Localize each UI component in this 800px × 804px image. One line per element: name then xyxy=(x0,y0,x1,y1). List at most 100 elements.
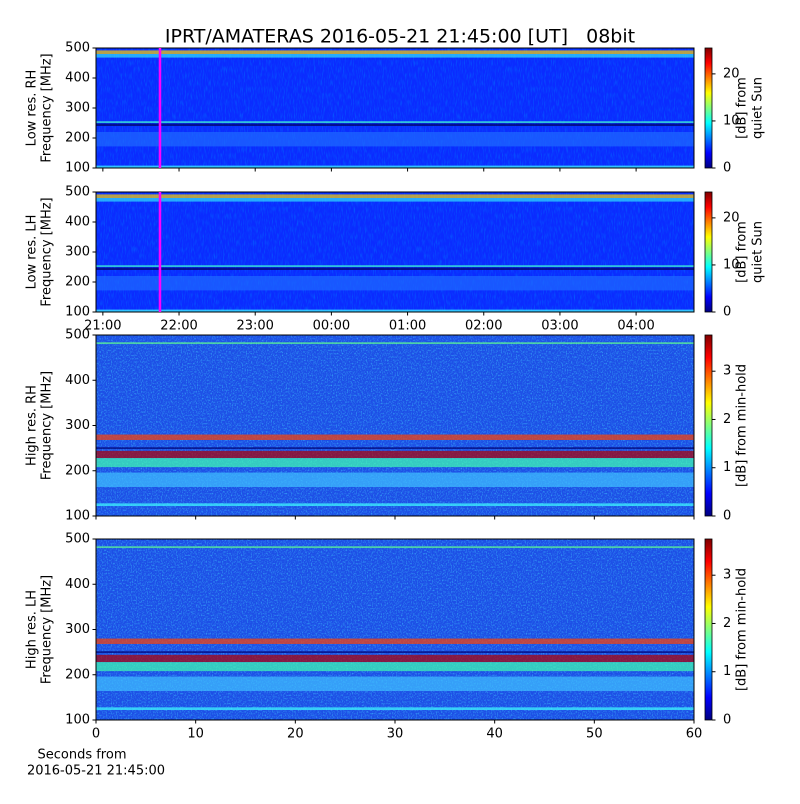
spectrogram-band xyxy=(96,265,694,267)
spectrogram-band xyxy=(96,50,694,54)
y-axis-label: Frequency [MHz] xyxy=(40,575,55,684)
x-axis-label: 2016-05-21 21:45:00 xyxy=(27,764,165,779)
spectrogram-band xyxy=(96,472,694,488)
spectrogram-band xyxy=(96,121,694,123)
colorbar-label: [dB] from xyxy=(735,221,750,283)
spectrogram-band xyxy=(96,54,694,58)
spectrogram-band xyxy=(96,267,694,270)
colorbar-label: [dB] from min-hold xyxy=(735,364,750,487)
colorbar-tick-label: 20 xyxy=(723,210,740,225)
x-tick-label: 30 xyxy=(387,727,404,742)
y-tick-label: 200 xyxy=(65,131,90,146)
y-tick-label: 300 xyxy=(65,101,90,116)
spectrogram-band xyxy=(96,198,694,202)
x-tick-label: 60 xyxy=(686,727,703,742)
colorbar xyxy=(704,334,713,517)
y-tick-label: 200 xyxy=(65,667,90,682)
spectrogram xyxy=(96,192,694,312)
y-tick-label: 100 xyxy=(65,305,90,320)
y-tick-label: 200 xyxy=(65,463,90,478)
spectrogram-band xyxy=(96,132,694,147)
x-tick-label: 22:00 xyxy=(160,319,197,334)
x-tick-label: 21:00 xyxy=(84,319,121,334)
colorbar-tick-label: 0 xyxy=(723,713,731,728)
x-tick-label: 04:00 xyxy=(617,319,654,334)
spectrogram-band xyxy=(96,651,694,654)
spectrogram-band xyxy=(96,450,694,459)
y-tick-label: 400 xyxy=(65,373,90,388)
spectrogram-band xyxy=(96,458,694,468)
y-tick-label: 500 xyxy=(65,328,90,343)
colorbar-label: quiet Sun xyxy=(751,77,766,139)
spectrogram-band xyxy=(96,123,694,126)
y-tick-label: 400 xyxy=(65,577,90,592)
spectrogram-band xyxy=(96,638,694,644)
x-tick-label: 02:00 xyxy=(465,319,502,334)
spectrogram xyxy=(96,48,694,168)
colorbar-tick-label: 2 xyxy=(723,616,731,631)
spectrogram-noise xyxy=(96,539,694,720)
colorbar-tick-label: 1 xyxy=(723,664,731,679)
colorbar-tick-label: 2 xyxy=(723,412,731,427)
colorbar-tick-label: 3 xyxy=(723,568,731,583)
y-tick-label: 400 xyxy=(65,215,90,230)
colorbar-tick-label: 10 xyxy=(723,113,740,128)
spectrogram-band xyxy=(96,342,694,345)
colorbar-tick-label: 0 xyxy=(723,305,731,320)
y-tick-label: 300 xyxy=(65,622,90,637)
y-axis-label: Frequency [MHz] xyxy=(40,371,55,480)
y-tick-label: 500 xyxy=(65,185,90,200)
y-axis-label: High res. LH xyxy=(25,590,40,669)
x-tick-label: 20 xyxy=(287,727,304,742)
y-tick-label: 100 xyxy=(65,509,90,524)
spectrogram-band xyxy=(96,434,694,440)
spectrogram-noise xyxy=(96,192,694,312)
y-axis-label: Frequency [MHz] xyxy=(40,53,55,162)
y-axis-label: Low res. RH xyxy=(25,70,40,147)
y-axis-label: High res. RH xyxy=(25,385,40,466)
colorbar-tick-label: 20 xyxy=(723,66,740,81)
colorbar xyxy=(704,538,713,721)
y-tick-label: 100 xyxy=(65,713,90,728)
colorbar-tick-label: 0 xyxy=(723,161,731,176)
spectrogram-noise xyxy=(96,335,694,516)
y-tick-label: 500 xyxy=(65,532,90,547)
y-axis-label: Frequency [MHz] xyxy=(40,197,55,306)
spectrogram-band xyxy=(96,165,694,168)
colorbar-label: [dB] from min-hold xyxy=(735,568,750,691)
colorbar-label: quiet Sun xyxy=(751,221,766,283)
x-axis-label: Seconds from xyxy=(37,748,126,763)
colorbar-tick-label: 1 xyxy=(723,460,731,475)
y-tick-label: 300 xyxy=(65,418,90,433)
y-axis-label: Low res. LH xyxy=(25,215,40,290)
x-tick-label: 01:00 xyxy=(389,319,426,334)
spectrogram xyxy=(96,335,694,516)
spectrogram-band xyxy=(96,546,694,549)
y-tick-label: 200 xyxy=(65,275,90,290)
spectrogram-band xyxy=(96,707,694,711)
spectrogram-band xyxy=(96,194,694,198)
chart-title: IPRT/AMATERAS 2016-05-21 21:45:00 [UT] 0… xyxy=(165,26,635,48)
colorbar xyxy=(704,191,713,313)
colorbar-tick-label: 3 xyxy=(723,364,731,379)
colorbar xyxy=(704,47,713,169)
spectrogram xyxy=(96,539,694,720)
x-tick-label: 40 xyxy=(486,727,503,742)
spectrogram-band xyxy=(96,447,694,450)
colorbar-tick-label: 10 xyxy=(723,257,740,272)
y-tick-label: 500 xyxy=(65,41,90,56)
spectrogram-band xyxy=(96,276,694,291)
y-tick-label: 100 xyxy=(65,161,90,176)
spectrogram-band xyxy=(96,654,694,663)
colorbar-label: [dB] from xyxy=(735,77,750,139)
x-tick-label: 10 xyxy=(187,727,204,742)
spectrogram-noise xyxy=(96,48,694,168)
y-tick-label: 300 xyxy=(65,245,90,260)
spectrogram-band xyxy=(96,662,694,672)
x-tick-label: 00:00 xyxy=(313,319,350,334)
spectrogram-band xyxy=(96,676,694,692)
y-tick-label: 400 xyxy=(65,71,90,86)
x-tick-label: 23:00 xyxy=(236,319,273,334)
colorbar-tick-label: 0 xyxy=(723,509,731,524)
